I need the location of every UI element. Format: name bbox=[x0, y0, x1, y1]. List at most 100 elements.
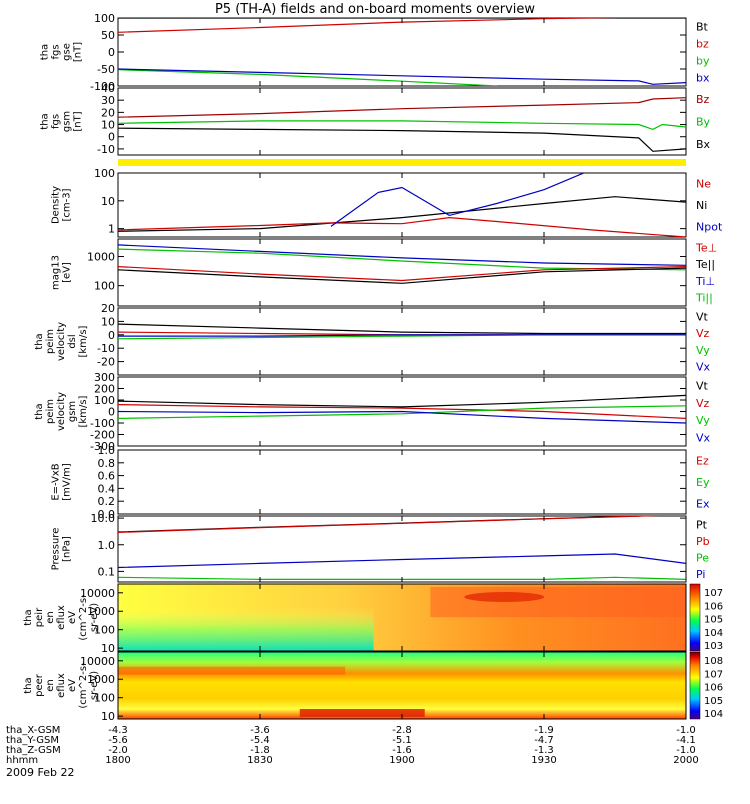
y-tick-label: 20 bbox=[101, 106, 115, 119]
y-tick-label: 30 bbox=[101, 94, 115, 107]
legend-by: by bbox=[696, 55, 710, 68]
ephemeris-label: tha_X-GSM bbox=[6, 725, 60, 736]
series-group bbox=[118, 323, 686, 340]
colorbar-label: 107 bbox=[704, 588, 723, 599]
legend-ti: Ti⊥ bbox=[695, 275, 715, 288]
ephemeris-label: tha_Y-GSM bbox=[6, 735, 59, 746]
y-tick-label: 0.1 bbox=[98, 565, 116, 578]
panel-frame bbox=[117, 172, 687, 238]
y-tick-label: 100 bbox=[94, 692, 115, 705]
y-tick-label: 300 bbox=[94, 371, 115, 384]
ephemeris-value: -1.6 bbox=[392, 745, 412, 756]
y-tick-label: 10.0 bbox=[91, 512, 116, 525]
y-axis-label-line: gsm bbox=[67, 401, 78, 422]
legend-bz: bz bbox=[696, 38, 709, 51]
ephemeris-value: 2000 bbox=[673, 755, 698, 766]
y-axis-label: tha peir en eflux eV (cm^2-s-sr-eV) bbox=[23, 594, 100, 641]
colorbar-label: 105 bbox=[704, 696, 723, 707]
legend-npot: Npot bbox=[696, 220, 723, 233]
ephemeris-label: tha_Z-GSM bbox=[6, 745, 61, 756]
legend-vz: Vz bbox=[696, 327, 710, 340]
series-group bbox=[118, 97, 686, 152]
series-pe-line bbox=[118, 576, 686, 581]
y-axis-label-line: gse bbox=[62, 43, 73, 61]
y-tick-label: 10000 bbox=[80, 587, 115, 600]
y-tick-label: -100 bbox=[90, 417, 115, 430]
series-bx-line bbox=[118, 127, 686, 152]
ephemeris-value: -5.1 bbox=[392, 735, 412, 746]
series-ne-line bbox=[118, 216, 686, 237]
y-tick-label: 200 bbox=[94, 383, 115, 396]
spectrogram-high-energy bbox=[430, 587, 686, 618]
colorbar-label: 108 bbox=[704, 656, 723, 667]
series-vx-line bbox=[118, 334, 686, 337]
series-bx-line bbox=[118, 68, 686, 85]
series-vz-line bbox=[118, 404, 686, 419]
legend-pb: Pb bbox=[696, 535, 710, 548]
ephemeris-value: 1900 bbox=[389, 755, 414, 766]
y-axis-label: Pressure [nPa] bbox=[51, 528, 73, 571]
y-tick-label: 0.8 bbox=[98, 457, 116, 470]
colorbar bbox=[689, 651, 701, 720]
y-axis-label: tha peer en eflux eV (cm^2-s-sr-eV) bbox=[23, 662, 100, 709]
legend-pe: Pe bbox=[696, 551, 709, 564]
ephemeris-value: -4.7 bbox=[534, 735, 554, 746]
spectrogram-low-energy bbox=[118, 607, 374, 651]
ephemeris-value: -2.8 bbox=[392, 725, 412, 736]
y-axis-label-line: Density bbox=[51, 186, 62, 224]
ephemeris-value: -4.1 bbox=[676, 735, 696, 746]
y-tick-label: 0.2 bbox=[98, 495, 116, 508]
y-tick-label: -10 bbox=[97, 342, 115, 355]
y-tick-label: 1000 bbox=[87, 673, 115, 686]
y-axis-label: tha fgs gsm [nT] bbox=[40, 111, 84, 132]
legend-vx: Vx bbox=[696, 361, 711, 374]
y-axis-label-line: sr-eV) bbox=[89, 671, 100, 700]
ephemeris-value: -4.3 bbox=[108, 725, 128, 736]
series-by-line bbox=[118, 69, 497, 86]
ephemeris-value: -1.9 bbox=[534, 725, 554, 736]
y-tick-label: -200 bbox=[90, 429, 115, 442]
y-tick-label: 0.6 bbox=[98, 470, 116, 483]
legend-vy: Vy bbox=[696, 344, 710, 357]
series-pb-line bbox=[118, 516, 660, 533]
series-vx-line bbox=[118, 410, 686, 424]
y-tick-label: 10 bbox=[101, 195, 115, 208]
y-axis-label-line: tha bbox=[23, 609, 34, 625]
y-tick-label: 1000 bbox=[87, 605, 115, 618]
series-bz-line bbox=[118, 97, 686, 118]
y-axis-label-line: eflux bbox=[56, 605, 67, 630]
legend-bz: Bz bbox=[696, 93, 710, 106]
y-axis-label-line: fgs bbox=[51, 114, 62, 129]
y-tick-label: 1.0 bbox=[98, 444, 116, 457]
ephemeris-value: 1930 bbox=[531, 755, 556, 766]
y-tick-label: 0.0 bbox=[98, 508, 116, 521]
y-axis-label-line: eV bbox=[67, 679, 78, 692]
y-axis-label-line: [mV/m] bbox=[62, 463, 73, 501]
legend-ez: Ez bbox=[696, 455, 709, 468]
y-axis-label-line: peer bbox=[34, 673, 45, 697]
y-tick-label: 20 bbox=[101, 302, 115, 315]
y-axis-label-line: peir bbox=[34, 607, 45, 627]
ephemeris-value: 1800 bbox=[105, 755, 130, 766]
legend-vt: Vt bbox=[696, 310, 709, 323]
y-axis-label-line: sr-eV) bbox=[89, 603, 100, 632]
panel-frame bbox=[117, 238, 687, 307]
colorbar-label: 104 bbox=[704, 628, 723, 639]
legend-ni: Ni bbox=[696, 199, 707, 212]
y-axis-label-line: [cm-3] bbox=[62, 188, 73, 221]
y-axis-label-line: peim bbox=[45, 329, 56, 354]
legend-pi: Pi bbox=[696, 568, 705, 581]
panel-frame bbox=[117, 449, 687, 515]
legend-vz: Vz bbox=[696, 397, 710, 410]
series-by-line bbox=[118, 120, 686, 131]
panel-efield: 1.00.80.60.40.20.0 Ez Ey Ex E=-VxB [mV/m] bbox=[51, 444, 710, 521]
y-tick-label: 10 bbox=[101, 710, 115, 723]
series-te-line bbox=[118, 266, 686, 282]
series-group bbox=[118, 244, 686, 284]
y-axis-label-line: velocity bbox=[56, 392, 67, 431]
y-axis-label: E=-VxB [mV/m] bbox=[51, 463, 73, 501]
y-tick-label: 0 bbox=[108, 131, 115, 144]
series-ti-line bbox=[118, 244, 686, 266]
